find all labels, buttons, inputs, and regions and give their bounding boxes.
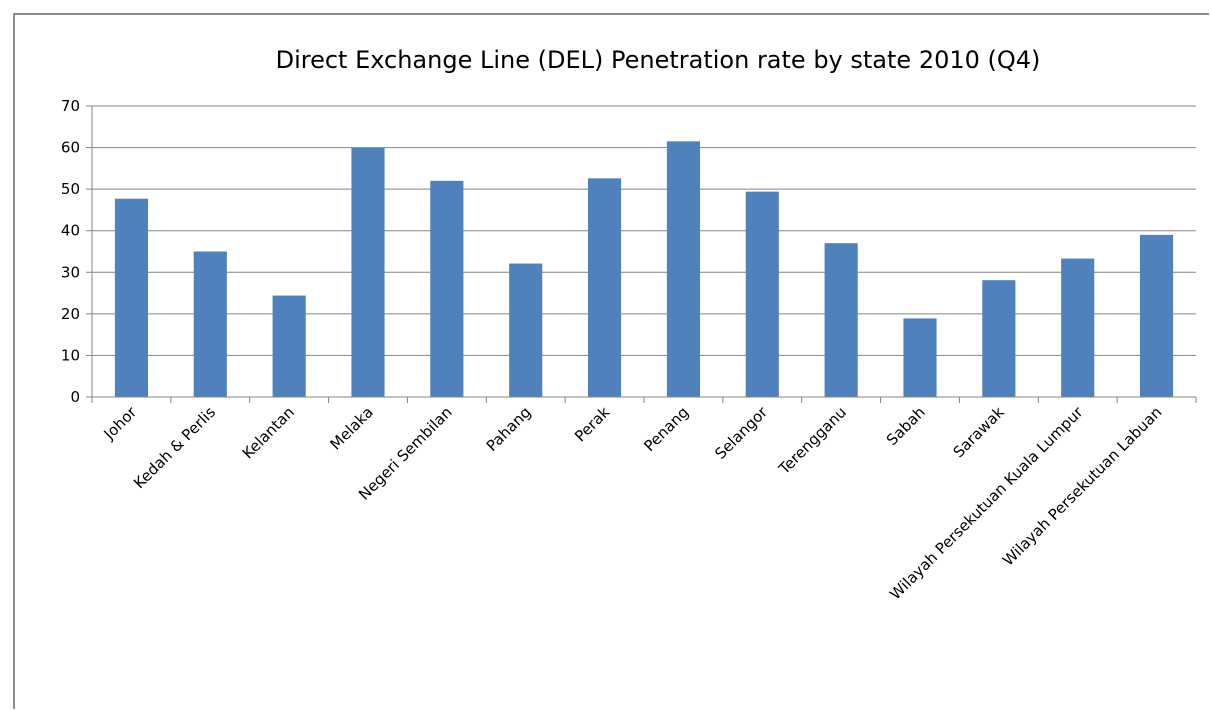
chart-title: Direct Exchange Line (DEL) Penetration r… [276,46,1041,74]
gridlines [92,105,1196,356]
y-tick-label: 70 [61,97,80,115]
bar [1140,234,1174,397]
y-tick-label: 50 [61,180,80,198]
x-category-label: Penang [640,403,692,455]
bar [824,243,858,397]
bar [1061,258,1095,397]
x-category-label: Selangor [711,403,771,463]
bar [272,295,306,397]
x-category-label: Sabah [883,403,929,449]
x-category-label: Wilayah Persekutuan Labuan [999,403,1165,569]
y-tick-label: 40 [61,222,80,240]
y-tick-label: 0 [70,388,80,406]
x-category-label: Johor [100,403,141,444]
bar [114,198,148,397]
x-category-label: Kedah & Perlis [130,403,219,492]
bars [114,141,1174,397]
bar [903,318,937,397]
x-category-label: Kelantan [239,403,298,462]
bar [430,180,464,397]
x-category-label: Perak [571,403,613,445]
x-category-label: Pahang [483,403,535,455]
y-tick-label: 30 [61,263,80,281]
bar [745,191,779,397]
x-category-label: Terengganu [775,403,850,478]
bar [588,178,622,397]
bar [982,280,1016,397]
y-tick-label: 60 [61,139,80,157]
bar [509,263,543,397]
bar [351,147,385,397]
x-category-label: Melaka [327,403,377,453]
x-category-label: Sarawak [950,403,1008,461]
bar [193,251,227,397]
bar [666,141,700,397]
y-tick-label: 20 [61,305,80,323]
axes [86,105,1197,403]
y-tick-label: 10 [61,346,80,364]
y-axis-tick-labels: 0 10 20 30 40 50 60 70 [61,97,80,406]
